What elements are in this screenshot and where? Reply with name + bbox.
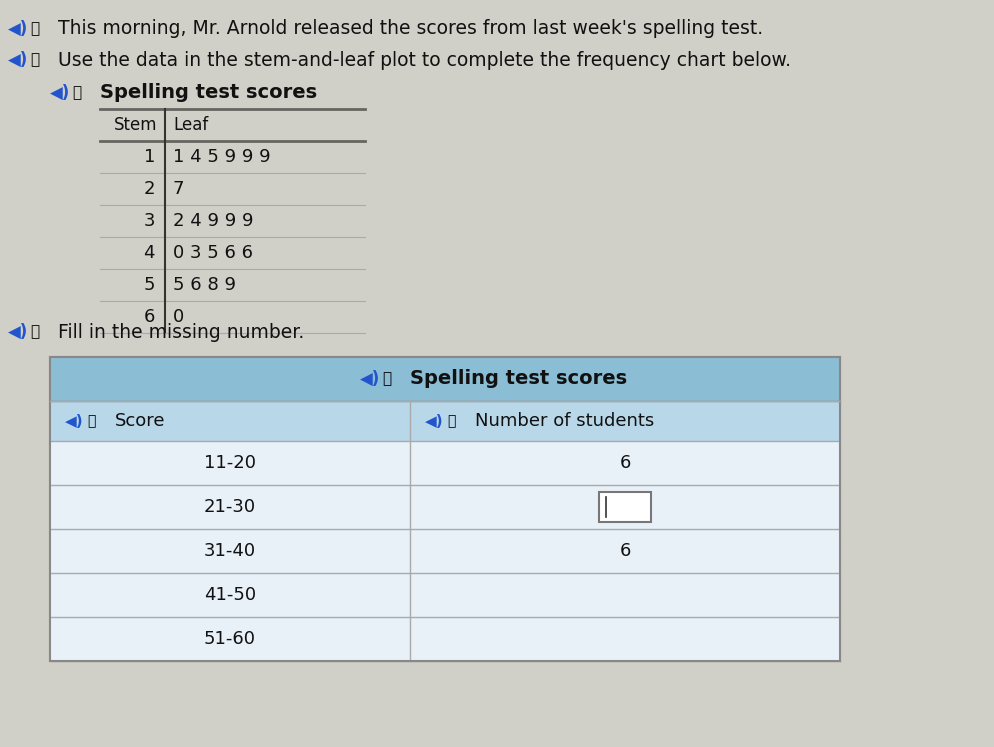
Text: 3: 3 <box>143 212 155 230</box>
Text: ◀): ◀) <box>8 323 28 341</box>
Text: ◀): ◀) <box>8 20 28 38</box>
Text: 31-40: 31-40 <box>204 542 255 560</box>
Text: 🐠: 🐠 <box>382 371 391 386</box>
Bar <box>50 573 839 617</box>
Bar <box>50 357 839 661</box>
Text: Spelling test scores: Spelling test scores <box>410 370 626 388</box>
Text: Stem: Stem <box>113 116 157 134</box>
Text: 1: 1 <box>143 148 155 166</box>
Text: 0: 0 <box>173 308 184 326</box>
Bar <box>50 357 839 401</box>
Text: 51-60: 51-60 <box>204 630 255 648</box>
Bar <box>50 529 839 573</box>
Text: ◀): ◀) <box>360 370 380 388</box>
Bar <box>50 617 839 661</box>
Text: 🐠: 🐠 <box>30 22 39 37</box>
Text: 4: 4 <box>143 244 155 262</box>
Text: 6: 6 <box>618 454 630 472</box>
Text: 🐠: 🐠 <box>72 85 82 101</box>
Text: 🐠: 🐠 <box>446 414 455 428</box>
Text: Spelling test scores: Spelling test scores <box>100 84 317 102</box>
Text: 0 3 5 6 6: 0 3 5 6 6 <box>173 244 252 262</box>
Text: 41-50: 41-50 <box>204 586 255 604</box>
Text: 5: 5 <box>143 276 155 294</box>
Text: 1 4 5 9 9 9: 1 4 5 9 9 9 <box>173 148 270 166</box>
Text: 7: 7 <box>173 180 184 198</box>
Text: Leaf: Leaf <box>173 116 208 134</box>
Text: Fill in the missing number.: Fill in the missing number. <box>58 323 304 341</box>
Bar <box>50 485 839 529</box>
Text: Score: Score <box>115 412 165 430</box>
Text: ◀): ◀) <box>8 51 28 69</box>
Text: 6: 6 <box>618 542 630 560</box>
Text: 2: 2 <box>143 180 155 198</box>
Text: Use the data in the stem-and-leaf plot to complete the frequency chart below.: Use the data in the stem-and-leaf plot t… <box>58 51 790 69</box>
Text: 11-20: 11-20 <box>204 454 255 472</box>
Bar <box>50 441 839 485</box>
Text: 🐠: 🐠 <box>30 324 39 339</box>
Bar <box>50 357 839 661</box>
Text: This morning, Mr. Arnold released the scores from last week's spelling test.: This morning, Mr. Arnold released the sc… <box>58 19 762 39</box>
Text: ◀): ◀) <box>424 414 443 429</box>
Text: 6: 6 <box>143 308 155 326</box>
Bar <box>50 401 839 441</box>
Bar <box>598 492 650 522</box>
Text: 21-30: 21-30 <box>204 498 255 516</box>
Text: 2 4 9 9 9: 2 4 9 9 9 <box>173 212 253 230</box>
Text: 🐠: 🐠 <box>30 52 39 67</box>
Text: ◀): ◀) <box>50 84 71 102</box>
Text: 5 6 8 9: 5 6 8 9 <box>173 276 236 294</box>
Text: Number of students: Number of students <box>474 412 654 430</box>
Text: ◀): ◀) <box>65 414 83 429</box>
Text: 🐠: 🐠 <box>86 414 95 428</box>
